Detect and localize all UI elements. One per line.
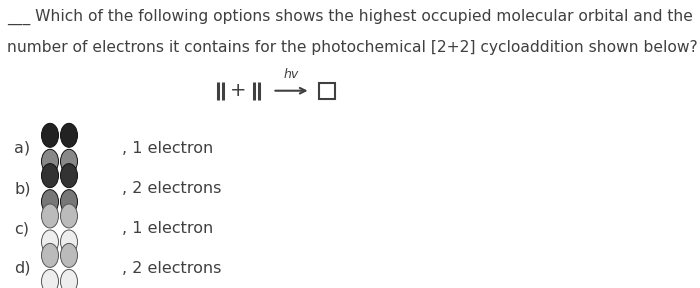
Ellipse shape [60,190,78,214]
Ellipse shape [41,190,59,214]
Text: c): c) [14,221,29,236]
Text: ___ Which of the following options shows the highest occupied molecular orbital : ___ Which of the following options shows… [7,9,693,25]
Text: , 1 electron: , 1 electron [122,141,214,156]
Ellipse shape [60,230,78,254]
Ellipse shape [41,164,59,188]
Ellipse shape [41,269,59,288]
Ellipse shape [41,243,59,268]
Bar [318,83,335,99]
Ellipse shape [41,123,59,147]
Text: , 2 electrons: , 2 electrons [122,181,222,196]
Ellipse shape [60,204,78,228]
Text: , 1 electron: , 1 electron [122,221,214,236]
Ellipse shape [60,269,78,288]
Text: d): d) [14,261,31,276]
Ellipse shape [41,149,59,173]
Ellipse shape [60,164,78,188]
Text: a): a) [14,141,30,156]
Text: hv: hv [284,68,299,81]
Text: number of electrons it contains for the photochemical [2+2] cycloaddition shown : number of electrons it contains for the … [7,40,698,55]
Text: b): b) [14,181,31,196]
Ellipse shape [41,230,59,254]
Text: , 2 electrons: , 2 electrons [122,261,222,276]
Ellipse shape [41,204,59,228]
Text: +: + [230,81,246,100]
Ellipse shape [60,243,78,268]
Ellipse shape [60,123,78,147]
Ellipse shape [60,149,78,173]
